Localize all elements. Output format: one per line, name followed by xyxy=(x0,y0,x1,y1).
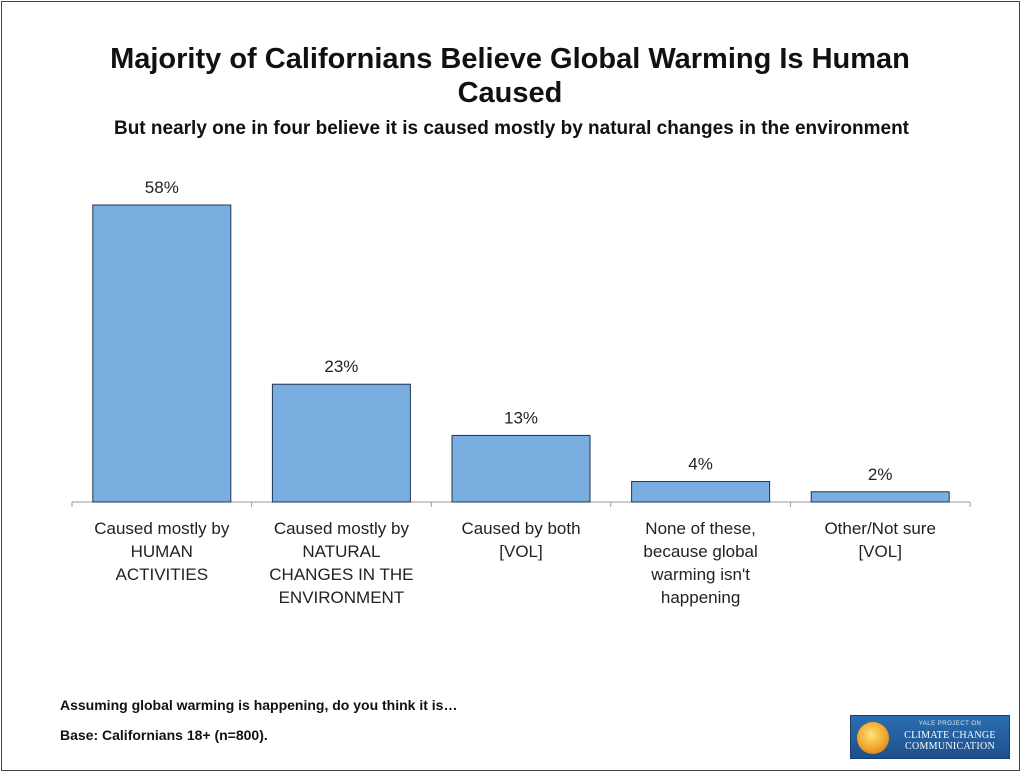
climate-change-communication-logo: YALE PROJECT ON CLIMATE CHANGE COMMUNICA… xyxy=(850,715,1010,759)
bar-0 xyxy=(92,204,232,503)
category-label-4: Other/Not sure [VOL] xyxy=(824,519,936,561)
logo-line-2: COMMUNICATION xyxy=(904,741,995,752)
data-label-1: 23% xyxy=(324,357,358,376)
logo-small-text: YALE PROJECT ON xyxy=(918,721,982,727)
data-label-0: 58% xyxy=(145,178,179,197)
data-label-4: 2% xyxy=(868,465,893,484)
bar-4 xyxy=(810,491,950,503)
data-label-2: 13% xyxy=(504,408,538,427)
bar-3 xyxy=(631,481,771,503)
logo-name: CLIMATE CHANGE COMMUNICATION xyxy=(895,730,1005,752)
category-label-3: None of these, because global warming isn'… xyxy=(643,519,757,607)
chart-subtitle: But nearly one in four believe it is cau… xyxy=(113,118,910,139)
chart-title: Majority of Californians Believe Global … xyxy=(110,43,910,109)
category-label-0: Caused mostly by HUMAN ACTIVITIES xyxy=(94,519,230,584)
bar-1 xyxy=(271,383,411,503)
logo-line-1: CLIMATE CHANGE xyxy=(904,730,996,741)
survey-question: Assuming global warming is happening, do… xyxy=(60,697,458,713)
bar-2 xyxy=(451,434,591,503)
globe-icon xyxy=(857,722,889,754)
category-label-2: Caused by both [VOL] xyxy=(461,519,580,561)
category-label-1: Caused mostly by NATURAL CHANGES IN THE ENV… xyxy=(269,519,413,607)
data-label-3: 4% xyxy=(688,455,713,474)
survey-base: Base: Californians 18+ (n=800). xyxy=(60,727,268,743)
